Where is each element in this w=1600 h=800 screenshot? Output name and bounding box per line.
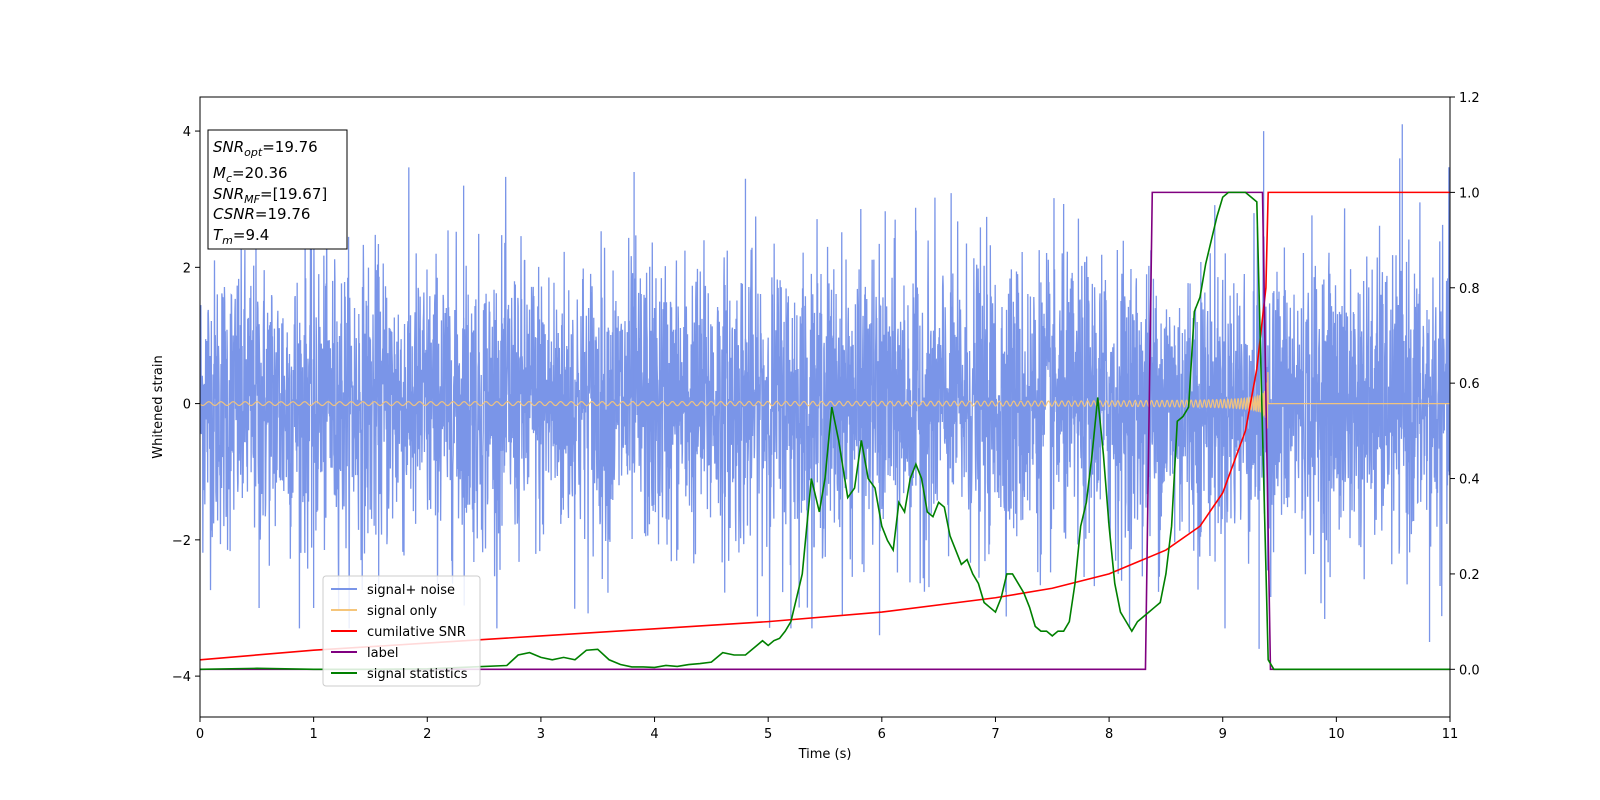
y-left-tick-label: −4 (172, 670, 191, 685)
y-right-tick-label: 0.4 (1459, 473, 1480, 488)
x-axis-label: Time (s) (798, 747, 852, 762)
y-right-tick-label: 1.2 (1459, 91, 1480, 106)
x-tick-label: 7 (991, 727, 999, 742)
x-tick-label: 2 (423, 727, 431, 742)
x-tick-label: 4 (650, 727, 658, 742)
y-left-tick-label: −2 (172, 534, 191, 549)
y-right-tick-label: 0.2 (1459, 568, 1480, 583)
snr-mf-text: SNRMF=[19.67] (213, 185, 327, 206)
legend-label: cumilative SNR (367, 625, 466, 640)
series-signal-statistics-line (200, 191, 1450, 671)
plot-area (200, 124, 1450, 671)
series-cumulative-snr-line (200, 191, 1450, 661)
plot-frame (199, 96, 1451, 718)
series-signal-only-line (200, 372, 1450, 429)
y-left-tick-label: 4 (183, 125, 191, 140)
x-tick-label: 6 (878, 727, 886, 742)
axes: 0 1 2 3 4 5 6 7 8 9 10 11 −4 −2 0 2 4 0.0 0.2 0.4 0.6 0.8 1.0 1… (172, 91, 1480, 742)
legend-label: signal only (367, 604, 437, 619)
legend: signal+ noise signal only cumilative SNR la… (322, 575, 481, 687)
legend-label: label (367, 646, 398, 661)
y-right-tick-label: 0.8 (1459, 282, 1480, 297)
x-tick-label: 10 (1328, 727, 1345, 742)
y-right-tick-label: 0.0 (1459, 663, 1480, 678)
x-tick-label: 1 (309, 727, 317, 742)
snr-opt-text: SNRopt=19.76 (213, 138, 318, 159)
y-right-tick-label: 1.0 (1459, 186, 1480, 201)
annotation-box: SNRopt=19.76 Mc=20.36 SNRMF=[19.67] CSNR… (207, 129, 348, 250)
legend-label: signal+ noise (367, 583, 455, 598)
csnr-text: CSNR=19.76 (213, 205, 310, 223)
y-axis-label: Whitened strain (151, 355, 166, 458)
y-right-tick-label: 0.6 (1459, 377, 1480, 392)
x-tick-label: 3 (537, 727, 545, 742)
x-tick-label: 0 (196, 727, 204, 742)
x-tick-label: 5 (764, 727, 772, 742)
x-tick-label: 11 (1442, 727, 1459, 742)
legend-label: signal statistics (367, 667, 468, 682)
series-signal-noise-line (200, 158, 1450, 629)
mc-text: Mc=20.36 (213, 164, 288, 185)
y-left-tick-label: 0 (183, 398, 191, 413)
x-tick-label: 8 (1105, 727, 1113, 742)
x-tick-label: 9 (1219, 727, 1227, 742)
tm-text: Tm=9.4 (213, 226, 269, 247)
y-left-tick-label: 2 (183, 261, 191, 276)
